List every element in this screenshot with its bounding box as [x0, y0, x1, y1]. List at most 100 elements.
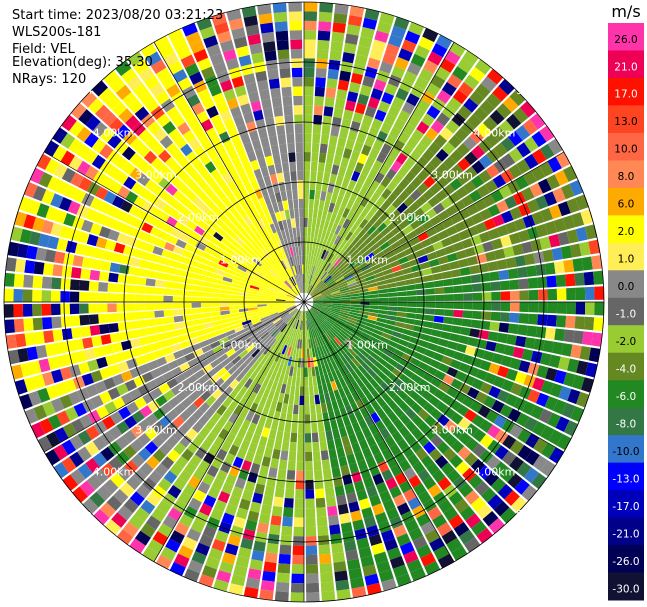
- range-gate-cell: [574, 272, 585, 286]
- range-gate-cell: [317, 258, 323, 268]
- colorbar-tick-label: -2.0: [616, 336, 637, 348]
- range-gate-cell: [384, 323, 395, 331]
- range-gate-cell: [326, 331, 334, 340]
- range-gate-cell: [420, 552, 436, 567]
- range-gate-cell: [356, 132, 367, 145]
- range-gate-cell: [350, 150, 361, 162]
- range-gate-cell: [486, 164, 500, 179]
- range-gate-cell: [442, 184, 455, 197]
- range-gate-cell: [579, 345, 592, 361]
- range-gate-cell: [416, 121, 430, 135]
- range-gate-cell: [338, 377, 347, 388]
- range-gate-cell: [329, 173, 338, 185]
- range-gate-cell: [380, 199, 392, 211]
- range-gate-cell: [313, 246, 319, 257]
- range-gate-cell: [524, 416, 538, 432]
- range-gate-cell: [309, 309, 316, 318]
- range-gate-cell: [304, 30, 317, 40]
- range-gate-cell: [311, 307, 320, 314]
- colorbar-tick-label: -13.0: [612, 473, 639, 485]
- range-gate-cell: [416, 156, 429, 169]
- range-gate-cell: [421, 220, 434, 231]
- range-gate-cell: [426, 105, 441, 120]
- range-gate-cell: [450, 359, 462, 370]
- range-gate-cell: [327, 341, 335, 351]
- range-gate-cell: [354, 355, 364, 365]
- range-gate-cell: [329, 254, 337, 264]
- range-gate-cell: [511, 496, 527, 513]
- range-gate-cell: [486, 424, 501, 439]
- range-gate-cell: [315, 257, 321, 267]
- range-gate-cell: [381, 91, 395, 105]
- range-gate-cell: [464, 409, 477, 423]
- range-gate-cell: [463, 302, 473, 310]
- range-gate-cell: [321, 293, 332, 298]
- range-gate-cell: [473, 244, 485, 255]
- range-gate-cell: [555, 315, 567, 328]
- range-gate-cell: [448, 191, 461, 204]
- range-gate-cell: [393, 494, 407, 507]
- range-gate-cell: [441, 355, 453, 366]
- range-gate-cell: [335, 146, 345, 157]
- range-gate-cell: [322, 333, 330, 343]
- range-gate-cell: [344, 273, 354, 281]
- range-gate-cell: [365, 393, 376, 404]
- range-gate-cell: [508, 147, 524, 163]
- range-gate-cell: [395, 316, 406, 323]
- range-gate-cell: [417, 231, 429, 242]
- range-gate-cell: [315, 279, 322, 288]
- range-gate-cell: [521, 401, 536, 416]
- range-gate-cell: [401, 39, 417, 53]
- range-gate-cell: [455, 249, 467, 260]
- range-gate-cell: [496, 224, 509, 237]
- range-gate-cell: [486, 455, 501, 470]
- range-gate-cell: [307, 274, 312, 284]
- range-gate-cell: [450, 268, 462, 278]
- range-gate-cell: [313, 302, 323, 304]
- range-gate-cell: [340, 157, 350, 168]
- range-gate-cell: [476, 184, 490, 198]
- range-gate-cell: [385, 250, 396, 259]
- range-gate-cell: [418, 36, 435, 51]
- range-gate-cell: [354, 324, 364, 332]
- range-gate-cell: [355, 254, 365, 264]
- range-gate-cell: [563, 420, 579, 437]
- range-gate-cell: [418, 339, 429, 349]
- range-gate-cell: [320, 134, 330, 145]
- range-gate-cell: [393, 326, 404, 334]
- range-gate-cell: [338, 282, 348, 289]
- range-gate-cell: [380, 122, 393, 135]
- range-gate-cell: [443, 156, 457, 170]
- range-gate-cell: [436, 441, 450, 455]
- range-gate-cell: [339, 285, 349, 291]
- range-gate-cell: [464, 490, 480, 505]
- range-gate-cell: [545, 367, 558, 382]
- range-gate-cell: [312, 124, 322, 135]
- range-gate-cell: [339, 407, 348, 418]
- range-gate-cell: [323, 172, 331, 183]
- range-gate-cell: [499, 404, 513, 418]
- range-gate-cell: [305, 274, 309, 284]
- range-gate-cell: [327, 281, 337, 288]
- range-gate-cell: [378, 297, 389, 302]
- range-gate-cell: [311, 246, 316, 257]
- range-gate-cell: [365, 382, 375, 393]
- range-gate-cell: [320, 309, 330, 315]
- range-gate-cell: [501, 379, 515, 393]
- range-gate-cell: [334, 322, 344, 330]
- range-gate-cell: [362, 75, 375, 88]
- range-gate-cell: [312, 304, 323, 308]
- range-gate-cell: [416, 182, 429, 195]
- colorbar-tick-label: 17.0: [614, 89, 637, 101]
- range-gate-cell: [525, 450, 540, 466]
- range-gate-cell: [357, 229, 367, 239]
- range-gate-cell: [457, 417, 471, 431]
- range-gate-cell: [306, 245, 310, 256]
- range-gate-cell: [368, 259, 379, 268]
- range-gate-cell: [493, 461, 509, 477]
- range-gate-cell: [517, 428, 532, 444]
- range-gate-cell: [539, 143, 555, 160]
- range-gate-cell: [318, 11, 333, 23]
- range-gate-cell: [425, 302, 436, 308]
- range-gate-cell: [499, 280, 510, 291]
